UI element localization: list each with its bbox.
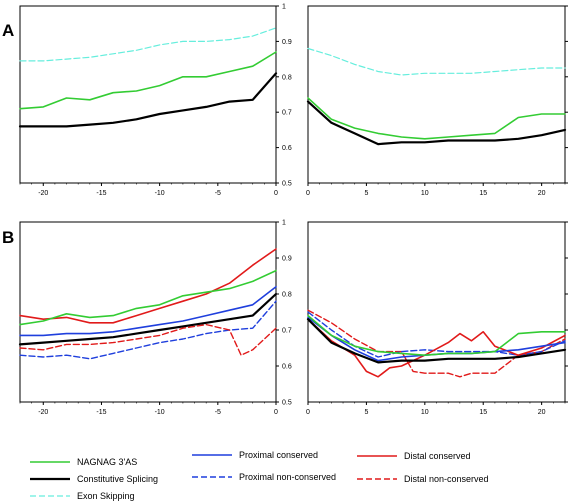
panel-label-b: B xyxy=(2,228,14,247)
x-tick-label: 20 xyxy=(538,409,546,416)
series-line xyxy=(19,269,277,326)
legend-item: Distal non-conserved xyxy=(357,474,489,484)
legend-label: Proximal conserved xyxy=(239,450,318,460)
series-line xyxy=(19,27,277,62)
x-tick-label: 10 xyxy=(421,409,429,416)
series-line xyxy=(19,323,277,356)
series-line xyxy=(19,51,277,110)
series-line xyxy=(307,97,566,140)
legend-item: Proximal non-conserved xyxy=(192,472,336,482)
legend-item: Constitutive Splicing xyxy=(30,474,158,484)
chart-a-left: -20 -15 -10 -5 0 0.5 0.6 0.7 0.8 0.9 1 xyxy=(18,4,292,197)
series-line xyxy=(307,314,566,357)
x-tick-label: -10 xyxy=(155,190,165,197)
legend-label: Proximal non-conserved xyxy=(239,472,336,482)
x-tick-label: -15 xyxy=(96,409,106,416)
legend-label: NAGNAG 3'AS xyxy=(77,457,137,467)
legend: NAGNAG 3'AS Constitutive Splicing Exon Ski… xyxy=(30,450,489,501)
y-tick-label: 0.7 xyxy=(282,328,292,335)
x-tick-label: 0 xyxy=(274,409,278,416)
series-line xyxy=(307,47,566,76)
x-tick-label: 10 xyxy=(421,190,429,197)
y-tick-label: 0.8 xyxy=(282,74,292,81)
x-tick-label: 0 xyxy=(306,409,310,416)
x-tick-label: 0 xyxy=(274,190,278,197)
plot-frame xyxy=(19,5,277,184)
y-tick-label: 1 xyxy=(282,4,286,11)
x-tick-label: 5 xyxy=(364,190,368,197)
x-tick-label: -5 xyxy=(215,190,221,197)
y-tick-label: 0.9 xyxy=(282,39,292,46)
plot-frame xyxy=(307,221,566,403)
series-line xyxy=(19,248,277,324)
x-tick-label: -5 xyxy=(215,409,221,416)
panel-label-a: A xyxy=(2,21,14,40)
y-tick-label: 0.5 xyxy=(282,400,292,407)
series-line xyxy=(306,318,567,364)
y-tick-label: 0.8 xyxy=(282,292,292,299)
legend-item: NAGNAG 3'AS xyxy=(30,457,137,467)
chart-b-right: 051015200.50.60.70.80.91 xyxy=(306,221,568,416)
plot-frame xyxy=(307,5,566,184)
y-tick-label: 0.6 xyxy=(282,364,292,371)
y-tick-label: 0.5 xyxy=(282,181,292,188)
series-line xyxy=(19,285,277,337)
legend-label: Distal non-conserved xyxy=(404,474,489,484)
series-line xyxy=(19,300,277,360)
x-tick-label: -20 xyxy=(38,190,48,197)
x-tick-label: -20 xyxy=(38,409,48,416)
y-tick-label: 0.7 xyxy=(282,110,292,117)
x-tick-label: 5 xyxy=(364,409,368,416)
legend-item: Proximal conserved xyxy=(192,450,318,460)
series-line xyxy=(307,309,566,378)
x-tick-label: 0 xyxy=(306,190,310,197)
plot-area: -20-15-10-500.50.60.70.80.91051015200.50… xyxy=(18,4,568,416)
y-tick-label: 0.9 xyxy=(282,256,292,263)
series-line xyxy=(306,100,567,146)
x-tick-label: -10 xyxy=(155,409,165,416)
legend-label: Constitutive Splicing xyxy=(77,474,158,484)
x-tick-label: 15 xyxy=(479,409,487,416)
chart-b-left: -20 -15 -10 -5 0 0.5 0.6 0.7 0.8 0.9 1 xyxy=(18,220,292,416)
y-tick-label: 1 xyxy=(282,220,286,227)
series-line xyxy=(18,72,278,128)
legend-item: Exon Skipping xyxy=(30,491,135,501)
x-tick-label: 15 xyxy=(479,190,487,197)
series-line xyxy=(18,292,278,346)
chart-a-right: 051015200.50.60.70.80.91 xyxy=(306,5,568,197)
legend-label: Exon Skipping xyxy=(77,491,135,501)
x-tick-label: -15 xyxy=(96,190,106,197)
legend-label: Distal conserved xyxy=(404,451,471,461)
y-tick-label: 0.6 xyxy=(282,145,292,152)
legend-item: Distal conserved xyxy=(357,451,471,461)
x-tick-label: 20 xyxy=(538,190,546,197)
